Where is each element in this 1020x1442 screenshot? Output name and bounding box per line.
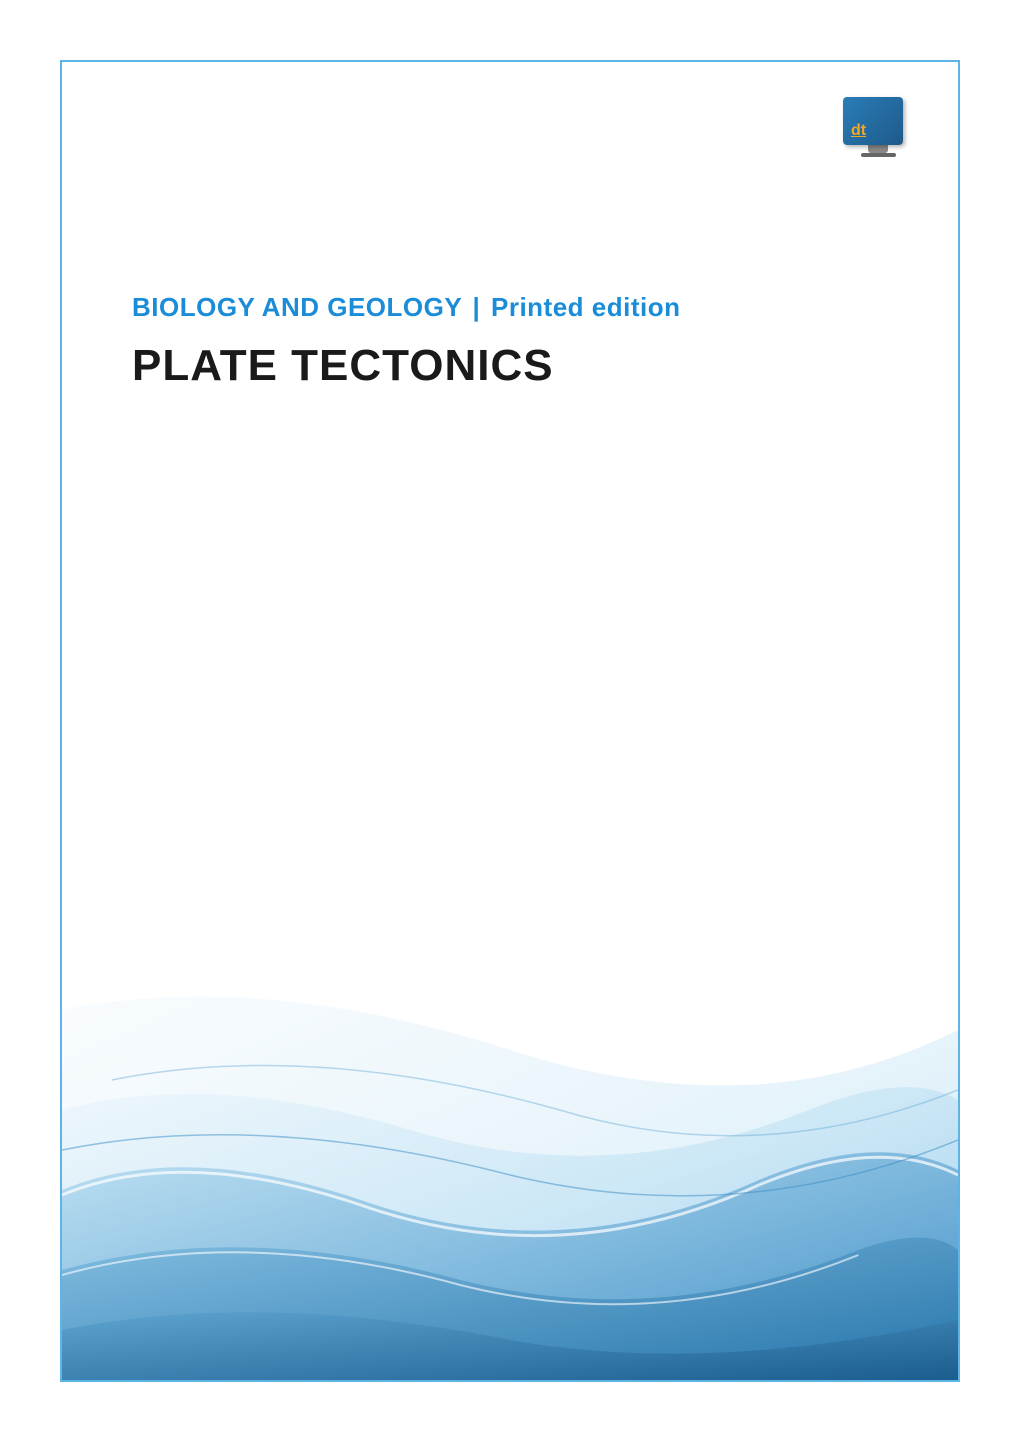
logo-base xyxy=(861,153,896,157)
logo-monitor-icon xyxy=(843,97,903,145)
logo xyxy=(843,97,913,162)
wave-svg-icon xyxy=(62,930,958,1380)
subject-category: BIOLOGY AND GEOLOGY xyxy=(132,292,462,322)
content-area: BIOLOGY AND GEOLOGY | Printed edition PL… xyxy=(132,292,888,391)
wave-decoration xyxy=(62,930,958,1380)
subject-separator: | xyxy=(472,292,480,322)
page-title: PLATE TECTONICS xyxy=(132,341,888,391)
edition-type: Printed edition xyxy=(491,292,681,322)
page-frame: BIOLOGY AND GEOLOGY | Printed edition PL… xyxy=(60,60,960,1382)
subject-line: BIOLOGY AND GEOLOGY | Printed edition xyxy=(132,292,888,323)
logo-stand xyxy=(868,145,888,153)
